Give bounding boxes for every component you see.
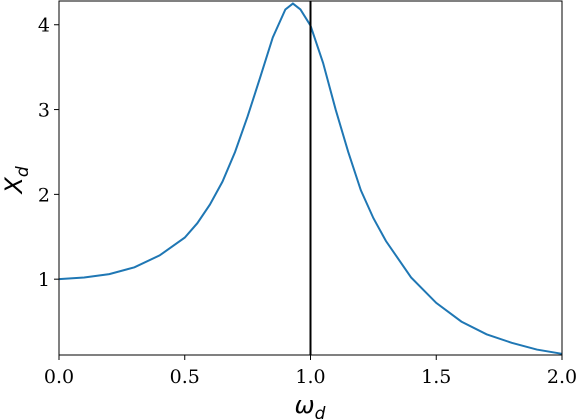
- y-tick-label: 4: [38, 15, 50, 37]
- x-axis-label: ωd: [295, 391, 326, 420]
- x-label-base: ω: [295, 391, 315, 419]
- x-label-sub: d: [315, 404, 326, 420]
- x-tick-label: 0.5: [170, 366, 200, 388]
- plot-frame: [58, 0, 563, 356]
- x-tick-label: 0.0: [44, 366, 74, 388]
- x-tick-label: 1.0: [295, 366, 325, 388]
- y-axis-label: Xd: [0, 166, 33, 195]
- x-tick-label: 1.5: [421, 366, 451, 388]
- y-tick-label: 1: [38, 269, 50, 291]
- y-tick-label: 3: [38, 100, 50, 122]
- y-tick-label: 2: [38, 184, 50, 206]
- y-label-base: X: [0, 177, 28, 196]
- curve: [58, 2, 563, 355]
- x-tick-label: 2.0: [547, 366, 577, 388]
- y-label-sub: d: [13, 166, 33, 177]
